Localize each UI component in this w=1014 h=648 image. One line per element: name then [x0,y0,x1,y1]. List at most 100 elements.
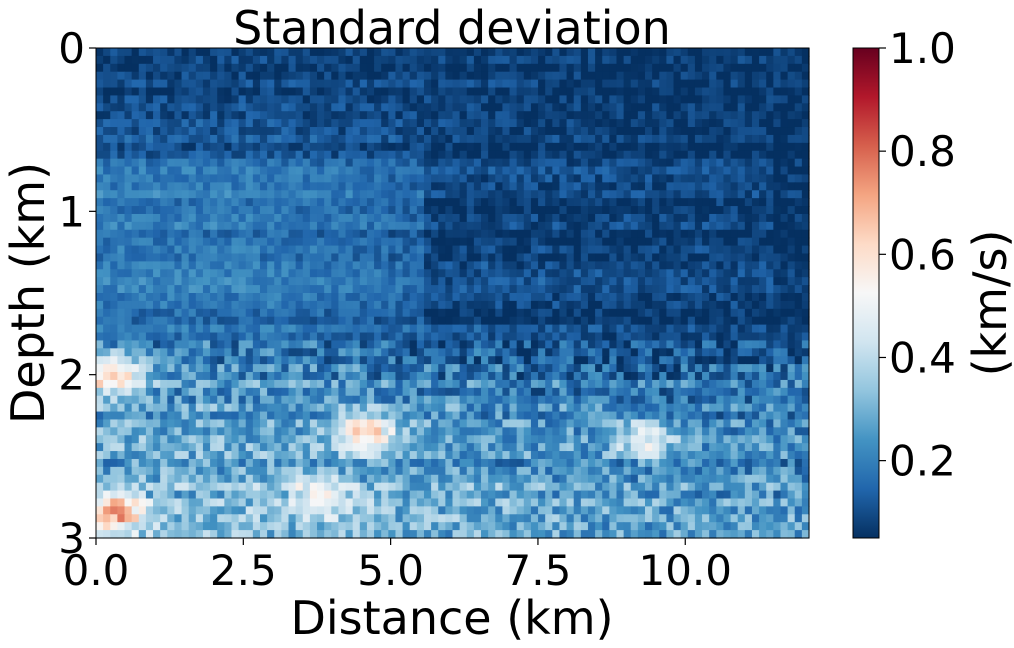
heatmap-cell [181,174,190,183]
heatmap-cell [580,348,589,357]
heatmap-cell [694,103,703,112]
heatmap-cell [381,87,389,97]
heatmap-cell [217,158,225,168]
heatmap-cell [794,158,803,168]
heatmap-cell [687,364,696,373]
heatmap-cell [659,261,667,270]
heatmap-cell [374,356,382,365]
heatmap-cell [495,253,504,262]
heatmap-cell [445,253,454,262]
heatmap-cell [352,111,361,120]
heatmap-cell [502,103,511,112]
heatmap-cell [224,142,233,152]
heatmap-cell [331,142,340,152]
heatmap-cell [309,111,318,120]
heatmap-cell [431,245,439,255]
heatmap-cell [238,237,247,247]
heatmap-cell [438,119,446,128]
heatmap-cell [587,190,596,199]
heatmap-cell [516,63,525,73]
heatmap-cell [759,340,767,349]
heatmap-cell [338,435,347,444]
heatmap-cell [523,213,532,223]
heatmap-cell [381,269,389,278]
heatmap-cell [787,198,796,207]
heatmap-cell [545,435,553,444]
heatmap-cell [481,237,489,247]
heatmap-cell [445,150,454,160]
heatmap-cell [188,174,197,183]
heatmap-cell [801,324,810,334]
heatmap-cell [259,174,268,183]
heatmap-cell [381,245,389,255]
heatmap-cell [552,419,561,428]
heatmap-cell [167,364,176,373]
heatmap-cell [709,63,717,73]
heatmap-cell [138,229,147,239]
heatmap-cell [160,285,168,294]
heatmap-cell [345,55,354,65]
heatmap-cell [117,372,126,381]
heatmap-cell [359,332,368,342]
heatmap-cell [716,127,725,136]
heatmap-cell [516,395,525,405]
heatmap-cell [288,364,297,373]
heatmap-cell [231,364,240,373]
heatmap-cell [602,229,610,239]
heatmap-cell [345,293,354,302]
heatmap-cell [801,79,810,89]
heatmap-cell [160,387,168,397]
heatmap-cell [402,332,411,342]
heatmap-cell [231,253,240,262]
heatmap-cell [559,300,568,310]
heatmap-cell [324,182,332,191]
heatmap-cell [580,174,589,183]
heatmap-cell [759,190,767,199]
heatmap-cell [388,48,397,57]
heatmap-cell [751,229,760,239]
heatmap-cell [723,300,732,310]
heatmap-cell [267,332,275,342]
heatmap-cell [787,103,796,112]
heatmap-cell [566,308,575,318]
heatmap-cell [288,213,297,223]
heatmap-cell [224,285,233,294]
heatmap-cell [773,48,782,57]
heatmap-cell [217,253,225,262]
heatmap-cell [302,182,311,191]
heatmap-cell [288,198,297,207]
heatmap-cell [317,142,325,152]
heatmap-cell [110,134,118,144]
heatmap-cell [274,277,282,286]
heatmap-cell [552,340,561,349]
heatmap-cell [338,269,347,278]
heatmap-cell [630,111,639,120]
heatmap-cell [616,95,625,104]
heatmap-cell [630,395,639,405]
heatmap-cell [545,166,553,176]
heatmap-cell [331,332,340,342]
heatmap-cell [124,150,133,160]
heatmap-cell [124,190,133,199]
heatmap-cell [787,411,796,421]
heatmap-cell [231,158,240,168]
heatmap-cell [659,79,667,89]
heatmap-cell [210,95,218,104]
heatmap-cell [409,372,418,381]
heatmap-cell [481,379,489,389]
heatmap-cell [694,166,703,176]
heatmap-cell [409,293,418,302]
heatmap-cell [602,134,610,144]
heatmap-cell [252,316,261,326]
heatmap-cell [195,308,204,318]
heatmap-cell [794,71,803,81]
heatmap-cell [495,134,504,144]
heatmap-cell [787,158,796,168]
heatmap-cell [395,427,404,436]
heatmap-cell [780,372,789,381]
heatmap-cell [587,261,596,270]
heatmap-cell [580,237,589,247]
heatmap-cell [687,127,696,136]
heatmap-cell [103,419,111,428]
heatmap-cell [174,356,183,365]
